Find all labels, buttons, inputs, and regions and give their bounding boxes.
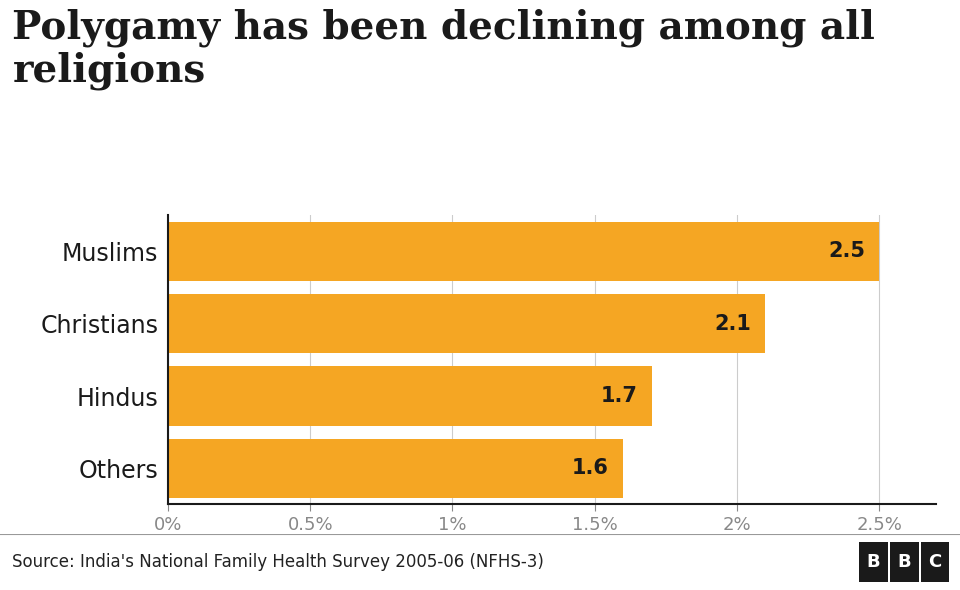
Bar bbox=[168, 222, 879, 281]
Text: B: B bbox=[867, 553, 880, 571]
Text: Polygamy has been declining among all
religions: Polygamy has been declining among all re… bbox=[12, 9, 876, 90]
Text: 1.7: 1.7 bbox=[600, 386, 637, 406]
Text: 2.1: 2.1 bbox=[714, 314, 751, 334]
Text: B: B bbox=[898, 553, 911, 571]
Bar bbox=[168, 366, 652, 425]
Bar bbox=[168, 439, 623, 498]
Bar bbox=[859, 542, 888, 582]
Bar bbox=[168, 294, 765, 353]
Text: Source: India's National Family Health Survey 2005-06 (NFHS-3): Source: India's National Family Health S… bbox=[12, 553, 543, 571]
Bar bbox=[921, 542, 949, 582]
Text: C: C bbox=[928, 553, 942, 571]
Bar bbox=[890, 542, 919, 582]
Text: 2.5: 2.5 bbox=[828, 241, 865, 261]
Text: 1.6: 1.6 bbox=[572, 458, 609, 478]
